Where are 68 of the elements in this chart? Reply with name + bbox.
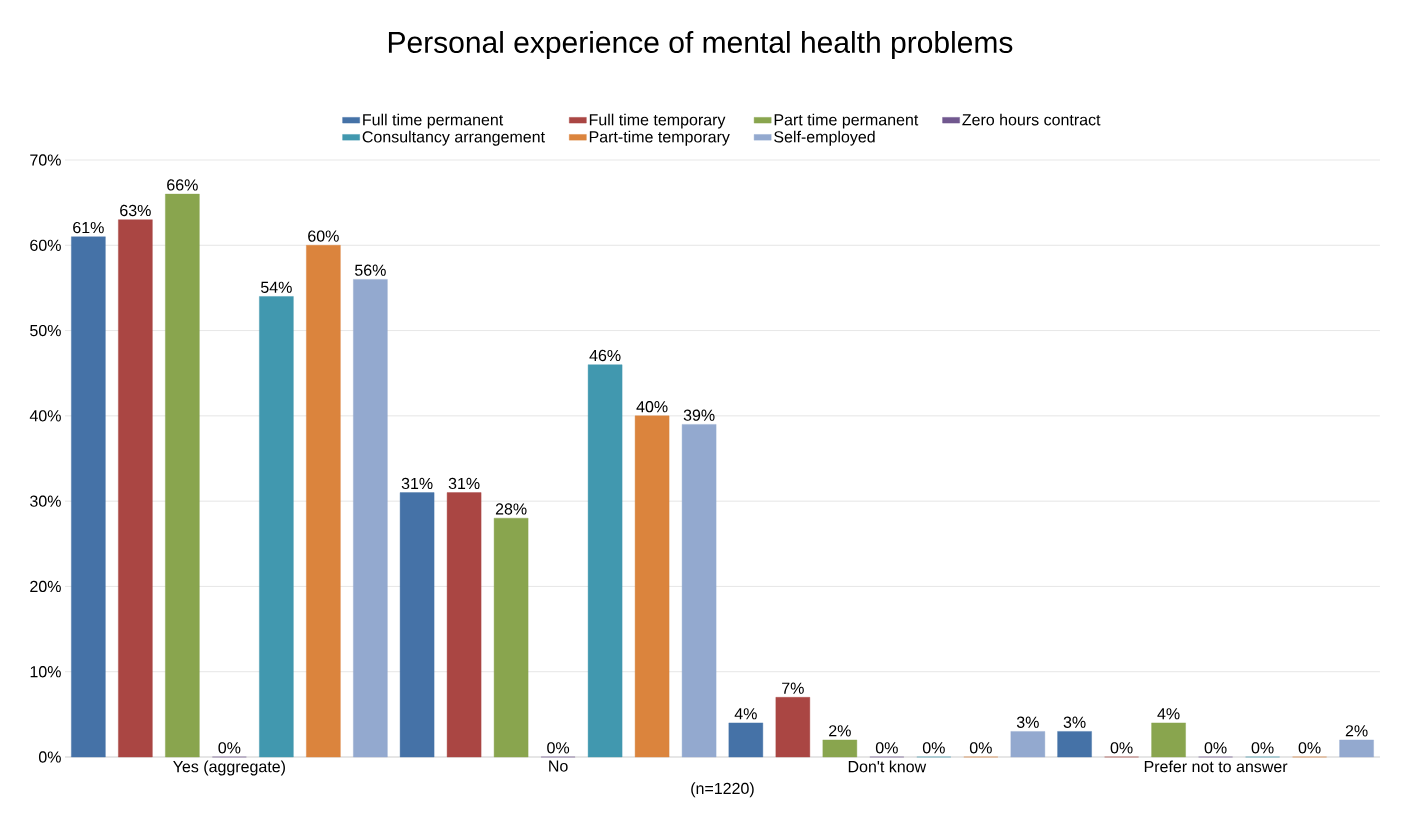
data-label: 0% (969, 742, 992, 754)
data-label: 63% (120, 204, 151, 217)
bar (634, 415, 670, 758)
x-axis-title: (n=1220) (691, 782, 754, 798)
data-label: 66% (167, 179, 198, 191)
data-label: 2% (1345, 725, 1368, 737)
data-label: 0% (875, 742, 898, 754)
y-tick-label: 10% (30, 666, 61, 678)
y-tick-label: 40% (29, 410, 61, 422)
data-label: 46% (589, 349, 621, 362)
x-tick-label: Yes (aggregate) (173, 760, 285, 776)
bar (165, 193, 200, 758)
bar (118, 219, 153, 758)
bar (775, 697, 811, 758)
legend-label: Part time permanent (774, 113, 919, 129)
data-label: 2% (829, 725, 851, 737)
legend-label: Part-time temporary (589, 130, 730, 146)
data-label: 40% (636, 401, 668, 413)
data-label: 3% (1063, 716, 1086, 728)
bar (1151, 722, 1186, 758)
data-label: 0% (1110, 742, 1133, 754)
data-label: 0% (1204, 742, 1227, 754)
data-label: 0% (1251, 742, 1274, 754)
chart-title: Personal experience of mental health problems (388, 31, 1013, 59)
x-tick-label: Prefer not to answer (1144, 760, 1288, 773)
bar (446, 492, 482, 758)
bar (681, 424, 717, 758)
legend-label: Full time permanent (363, 113, 504, 129)
data-label: 0% (547, 742, 570, 754)
y-tick-label: 20% (30, 580, 61, 593)
data-label: 3% (1016, 716, 1039, 728)
data-label: 54% (261, 281, 292, 293)
data-label: 0% (1298, 742, 1321, 754)
y-tick-label: 30% (30, 495, 61, 507)
legend-label: Full time temporary (589, 113, 726, 129)
bar (587, 364, 623, 758)
data-label: 60% (308, 230, 339, 242)
data-label: 31% (448, 477, 480, 490)
legend-label: Consultancy arrangement (362, 130, 545, 146)
data-label: 56% (355, 264, 386, 276)
data-label: 61% (73, 221, 104, 234)
bar (306, 245, 341, 758)
data-label: 39% (683, 409, 715, 421)
bar (399, 492, 435, 758)
bar (728, 722, 764, 758)
bar (1057, 731, 1092, 758)
x-tick-label: Don't know (848, 760, 927, 773)
data-label: 4% (734, 708, 757, 720)
y-tick-label: 0% (38, 751, 61, 763)
bar (822, 739, 858, 758)
bar (259, 296, 294, 758)
data-label: 4% (1157, 708, 1180, 720)
bar (493, 518, 529, 758)
x-tick-label: No (549, 760, 568, 772)
y-tick-label: 60% (30, 239, 61, 251)
data-label: 28% (495, 503, 527, 515)
bar (353, 279, 388, 758)
data-label: 0% (922, 742, 945, 754)
bar (1010, 731, 1046, 758)
y-tick-label: 50% (30, 324, 61, 337)
data-label: 0% (218, 742, 241, 754)
data-label: 31% (401, 477, 433, 490)
y-tick-label: 70% (30, 154, 61, 166)
data-label: 7% (782, 682, 804, 694)
bar (1339, 739, 1374, 758)
legend-label: Zero hours contract (962, 113, 1101, 126)
bar (71, 236, 106, 758)
legend-label: Self-employed (774, 130, 875, 146)
